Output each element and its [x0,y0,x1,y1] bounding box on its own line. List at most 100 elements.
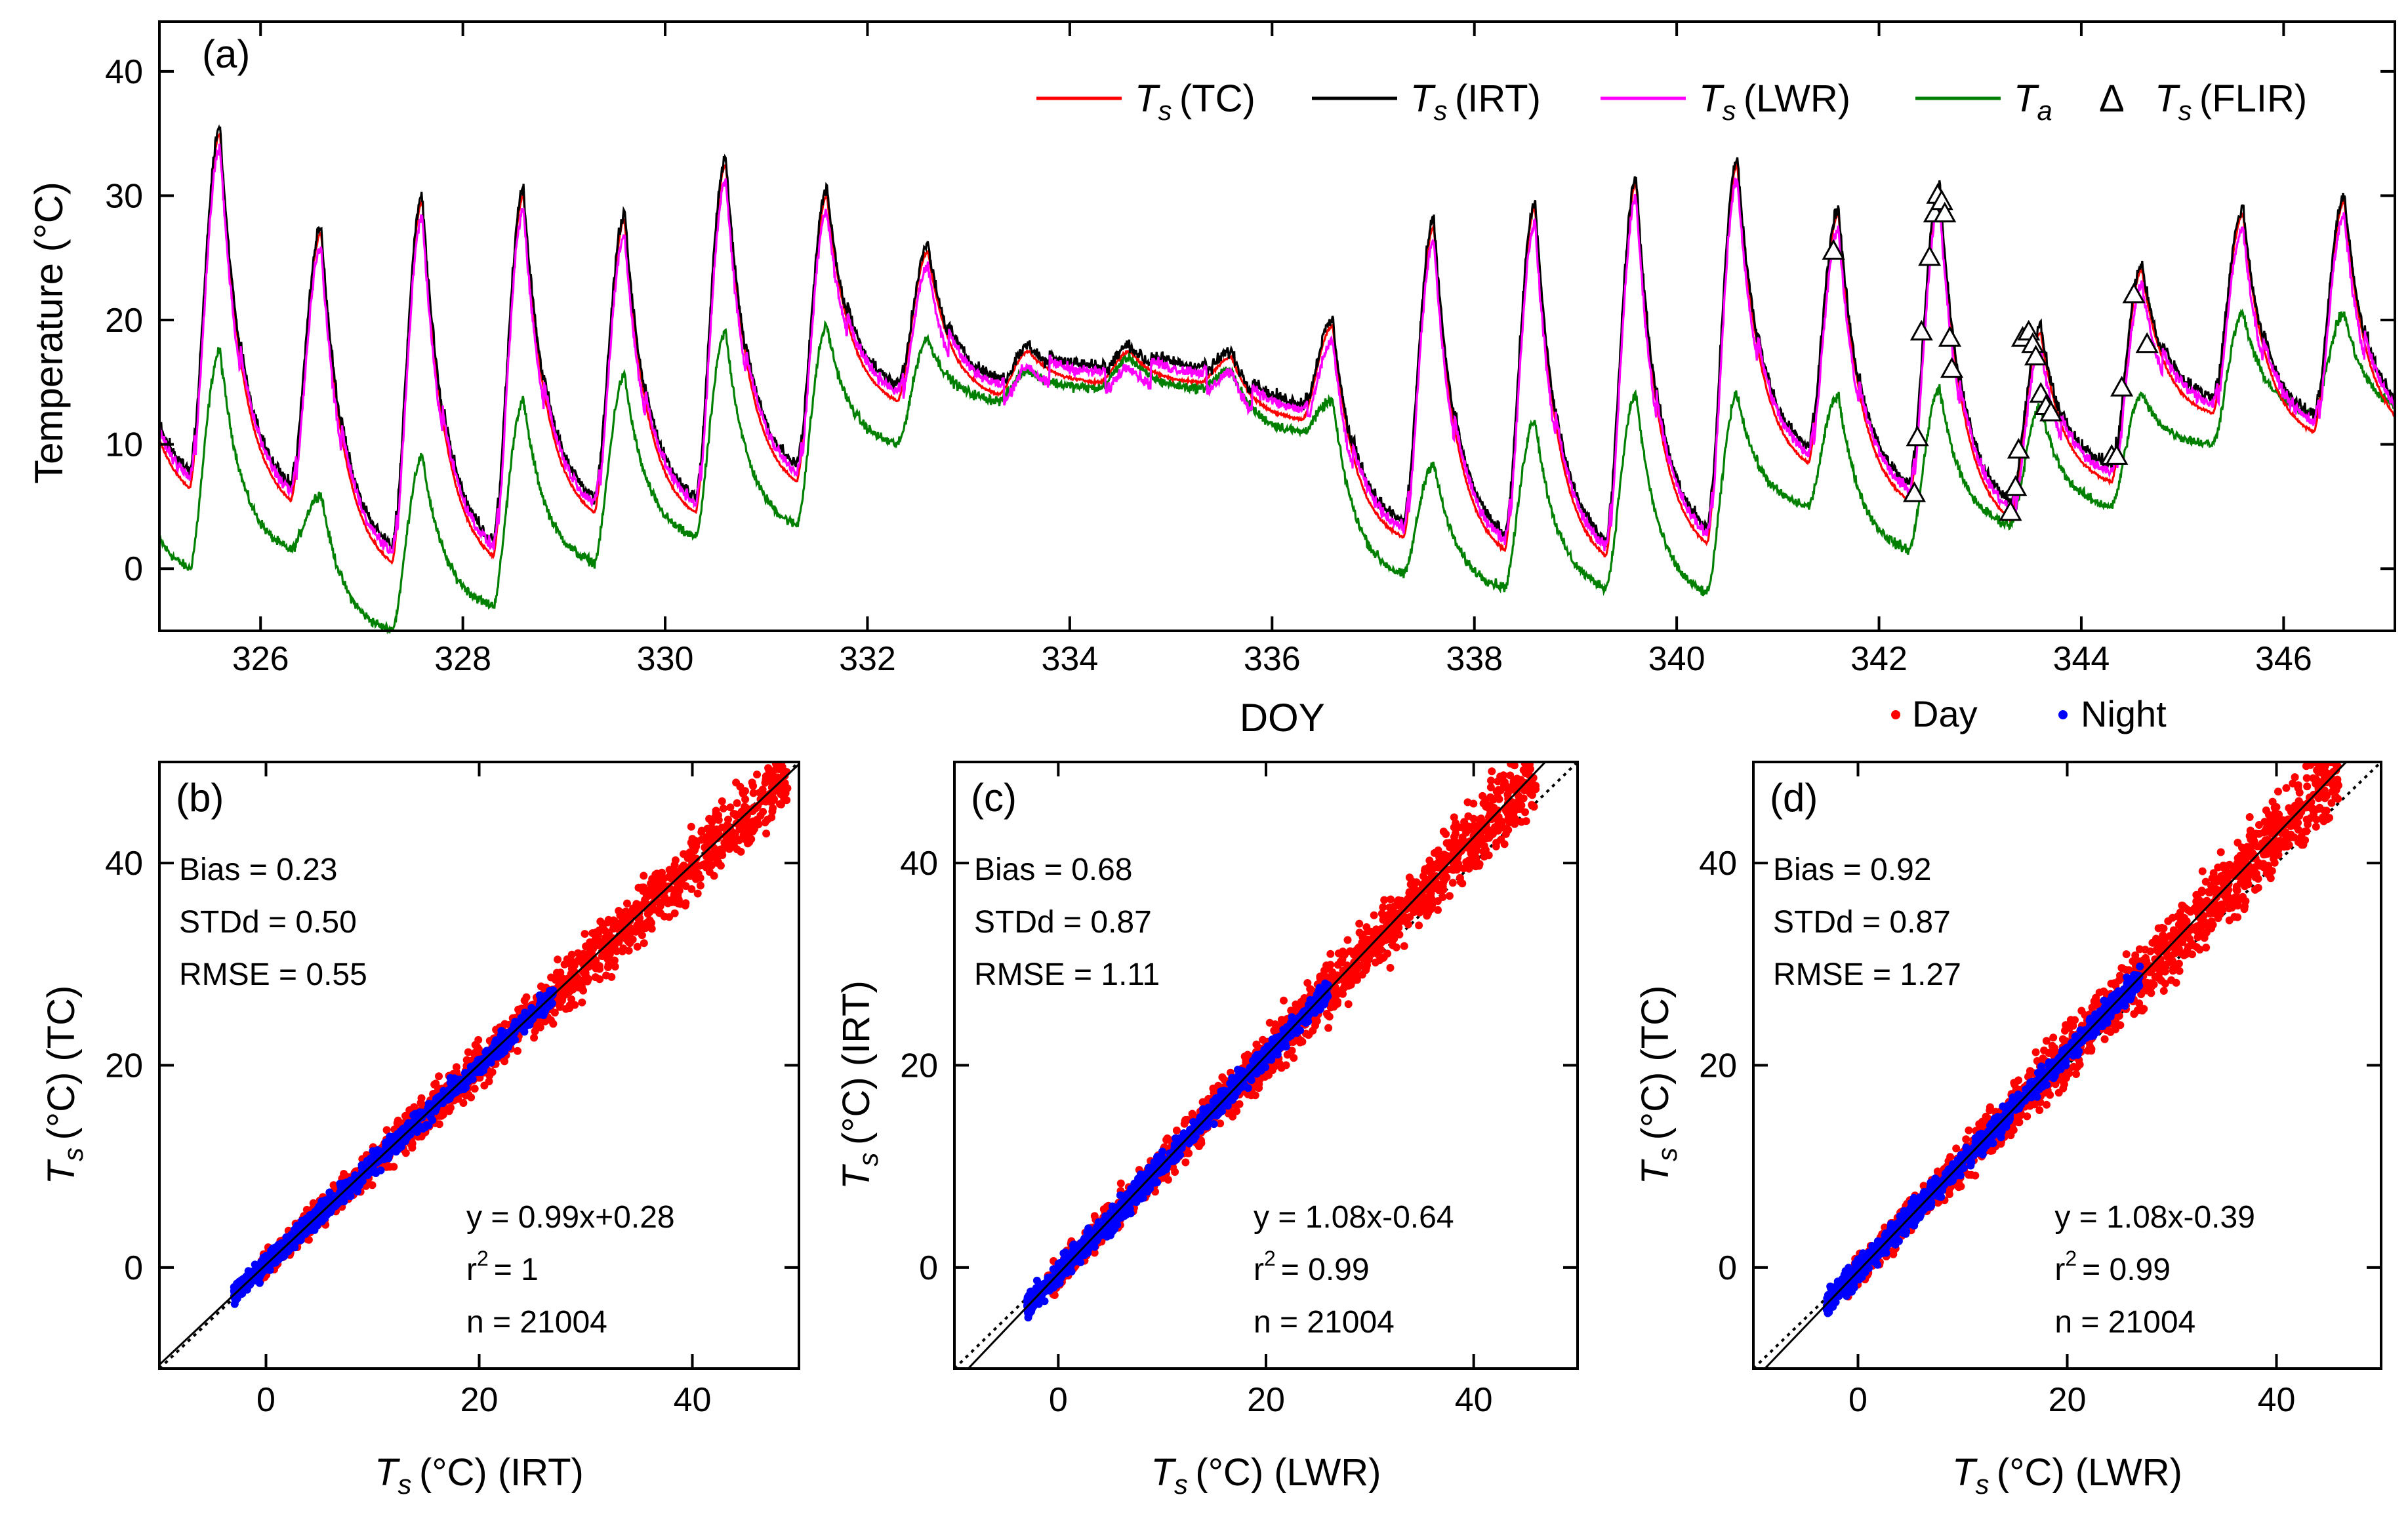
day-point [594,930,602,938]
day-point [1445,892,1454,900]
day-point [1374,950,1382,959]
day-point [640,871,648,880]
day-point [572,977,581,985]
y-axis-label-text: Ts(°C) (TC) [40,986,89,1185]
day-point [759,807,767,816]
day-point [569,984,578,993]
symbol: T [1151,1451,1177,1494]
day-point [1270,1026,1278,1035]
day-point [665,873,674,881]
symbol: T [1135,77,1160,120]
day-point [733,799,741,807]
y-tick-label: 0 [919,1249,938,1287]
day-point [1340,950,1349,959]
day-point [777,800,785,809]
day-point [647,925,656,933]
night-point [262,1251,270,1260]
day-point [735,836,743,845]
day-point [1487,826,1496,835]
day-point [1390,934,1398,943]
day-point [623,899,631,908]
x-axis-label: Ts (°C) (IRT) [375,1451,584,1500]
day-point [1517,796,1524,805]
flir-marker [1822,239,1845,260]
day-point [609,944,617,951]
day-point [1469,860,1477,869]
night-point [392,1140,400,1148]
subscript: s [1433,95,1447,126]
suffix: (°C) (IRT) [835,980,878,1145]
suffix: (LWR) [1744,77,1850,120]
day-point [1324,1011,1332,1020]
y-tick-label: 40 [105,53,143,91]
day-point [1511,820,1519,828]
night-point [1173,1134,1181,1143]
day-point [771,765,780,774]
day-point [1353,953,1362,961]
night-point [342,1190,351,1199]
night-point [372,1169,380,1177]
day-point [660,912,668,921]
night-point [356,1181,364,1190]
day-legend-label: Day [1912,693,1978,734]
day-point [1435,886,1443,894]
fit-equation: y = 1.08x-0.64 [1254,1200,1454,1235]
day-point [1486,783,1495,791]
day-point [1425,856,1434,865]
r-exponent: 2 [477,1247,489,1270]
day-point [756,788,764,797]
flir-marker [2024,344,2048,366]
legend-item-ts_irt: Ts (IRT) [1410,77,1541,126]
day-point [1244,1090,1252,1098]
flir-marker [1938,326,1962,347]
day-point [1351,974,1359,982]
legend-item-ts_lwr-text: Ts (LWR) [1699,77,1850,126]
day-point [1509,811,1518,819]
day-point [622,934,630,943]
day-point [775,754,783,762]
night-point [466,1062,475,1071]
legend-item-flir: Ts (FLIR) [2155,77,2307,126]
day-point [592,956,600,965]
day-point [1303,979,1312,987]
day-point [635,926,643,934]
night-point [1223,1102,1232,1110]
day-point [1330,989,1338,997]
day-point [762,778,770,787]
x-axis-label: DOY [1240,696,1325,740]
day-point [329,1181,338,1190]
night-point [1311,1009,1319,1017]
night-point [1158,1167,1167,1176]
day-point [1116,1179,1125,1188]
day-point [696,881,704,890]
day-point [2100,1035,2109,1043]
stat-line: STDd = 0.87 [974,905,1152,940]
day-point [1524,786,1532,795]
day-point [577,982,586,991]
day-point [1448,879,1457,887]
day-point [1506,771,1515,780]
night-point [1120,1212,1129,1220]
day-point [1313,1016,1321,1025]
day-point [710,871,718,880]
day-point [607,972,616,981]
day-point [1494,820,1503,829]
r-value: = 1 [494,1252,539,1287]
day-point [1492,839,1501,847]
flir-marker [2105,444,2129,465]
y-axis-label-text: Ts(°C) (IRT) [835,980,884,1190]
day-point [452,1063,460,1071]
day-point [693,889,702,898]
night-point [1250,1057,1259,1066]
day-point [531,1027,539,1035]
flir-marker [1902,481,1927,502]
day-point [1235,1100,1244,1108]
day-point [714,830,723,837]
r-squared: r2 = 0.99 [1254,1247,1370,1287]
day-point [1463,798,1472,807]
day-point [2321,742,2329,750]
day-point [390,1163,398,1171]
